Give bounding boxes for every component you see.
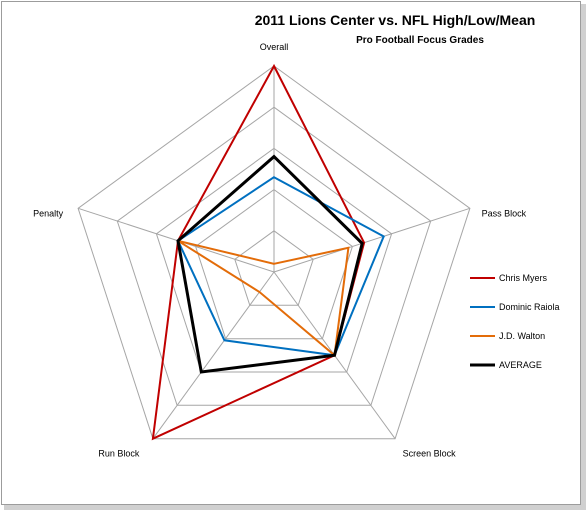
chart-frame (1, 1, 581, 505)
grid-spoke (77, 207, 275, 273)
radar-series (151, 63, 385, 441)
axis-label-run-block: Run Block (98, 449, 140, 459)
legend-label-dominic-raiola: Dominic Raiola (499, 302, 560, 312)
series-line-j-d-walton (177, 239, 350, 358)
axis-label-penalty: Penalty (33, 208, 64, 218)
chart-title: 2011 Lions Center vs. NFL High/Low/Mean (255, 12, 536, 28)
legend-label-average: AVERAGE (499, 360, 542, 370)
axis-label-screen-block: Screen Block (403, 449, 457, 459)
grid-spoke (273, 207, 471, 273)
axis-labels: Overall Pass Block Screen Block Run Block Pe… (33, 42, 527, 459)
axis-label-pass-block: Pass Block (482, 208, 527, 218)
grid-ring (77, 65, 471, 440)
frame-shadow-bottom (4, 505, 586, 510)
legend: Chris Myers Dominic Raiola J.D. Walton AVER… (470, 273, 560, 370)
grid-ring (155, 147, 393, 373)
legend-label-chris-myers: Chris Myers (499, 273, 548, 283)
axis-label-overall: Overall (260, 42, 289, 52)
series-line-average (176, 154, 364, 374)
grid-spoke (152, 271, 275, 439)
frame-shadow-right (581, 4, 586, 508)
grid-ring (195, 188, 353, 340)
legend-label-j-d-walton: J.D. Walton (499, 331, 545, 341)
series-line-chris-myers (151, 63, 366, 441)
chart-subtitle: Pro Football Focus Grades (356, 35, 484, 46)
grid-ring (116, 106, 432, 406)
series-line-dominic-raiola (176, 176, 385, 357)
